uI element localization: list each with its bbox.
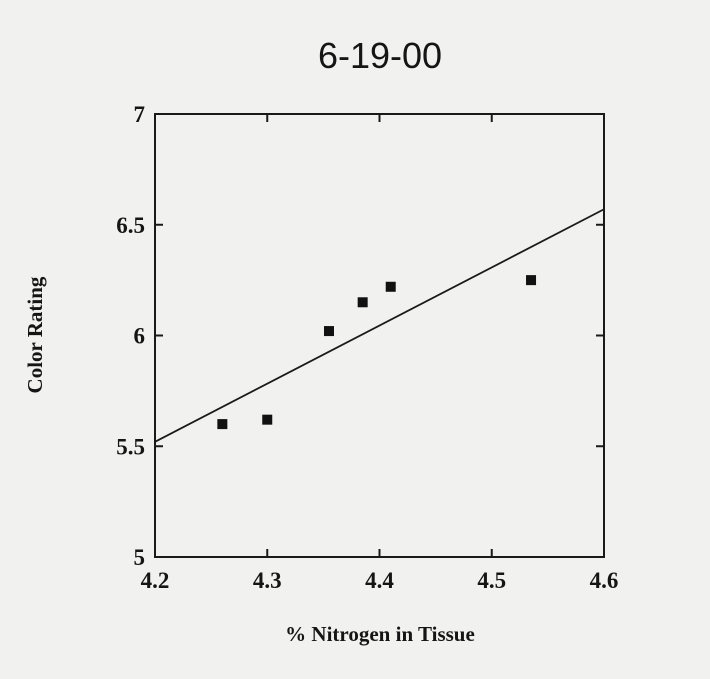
- y-tick-label: 7: [134, 102, 146, 127]
- x-axis-label: % Nitrogen in Tissue: [285, 622, 475, 646]
- y-tick-label: 6: [134, 324, 146, 349]
- x-axis-ticks: 4.2 4.3 4.4 4.5 4.6: [141, 114, 619, 593]
- plot-frame: [154, 113, 605, 558]
- x-tick-label: 4.3: [253, 568, 282, 593]
- data-points: [217, 275, 537, 430]
- trend-line: [154, 208, 605, 443]
- y-tick-label: 6.5: [116, 213, 145, 238]
- chart-title: 6-19-00: [318, 35, 442, 76]
- x-tick-label: 4.4: [365, 568, 394, 593]
- y-tick-label: 5: [134, 545, 146, 570]
- x-tick-label: 4.2: [141, 568, 170, 593]
- data-point: [357, 297, 368, 308]
- data-point: [217, 419, 228, 430]
- y-tick-label: 5.5: [116, 434, 145, 459]
- x-tick-label: 4.5: [477, 568, 506, 593]
- y-axis-label: Color Rating: [23, 276, 47, 393]
- data-point: [385, 281, 396, 292]
- data-point: [323, 326, 334, 337]
- data-point: [526, 275, 537, 286]
- x-tick-label: 4.6: [590, 568, 619, 593]
- data-point: [262, 414, 273, 425]
- y-axis-ticks: 5 5.5 6 6.5 7: [116, 102, 604, 570]
